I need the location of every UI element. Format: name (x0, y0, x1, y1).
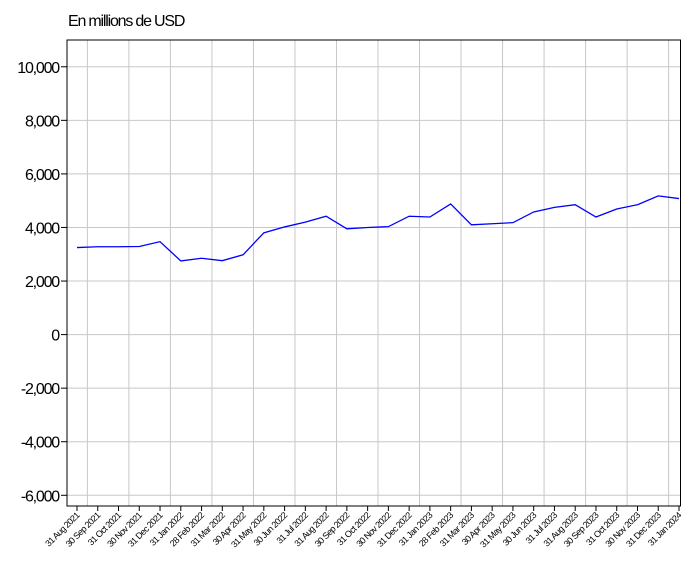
y-tick-label: -2,000 (21, 381, 60, 398)
y-tick-label: -4,000 (21, 435, 60, 452)
y-tick-label: 4,000 (25, 220, 60, 237)
data-line (76, 195, 680, 262)
y-tick-label: 2,000 (25, 274, 60, 291)
chart-title: En millions de USD (68, 13, 185, 30)
y-tick-label: 0 (51, 328, 60, 345)
y-tick-label: 6,000 (25, 167, 60, 184)
y-tick-label: 8,000 (25, 113, 60, 130)
plot-frame (66, 39, 681, 507)
y-tick-label: -6,000 (21, 488, 60, 505)
y-tick-label: 10,000 (17, 60, 60, 77)
